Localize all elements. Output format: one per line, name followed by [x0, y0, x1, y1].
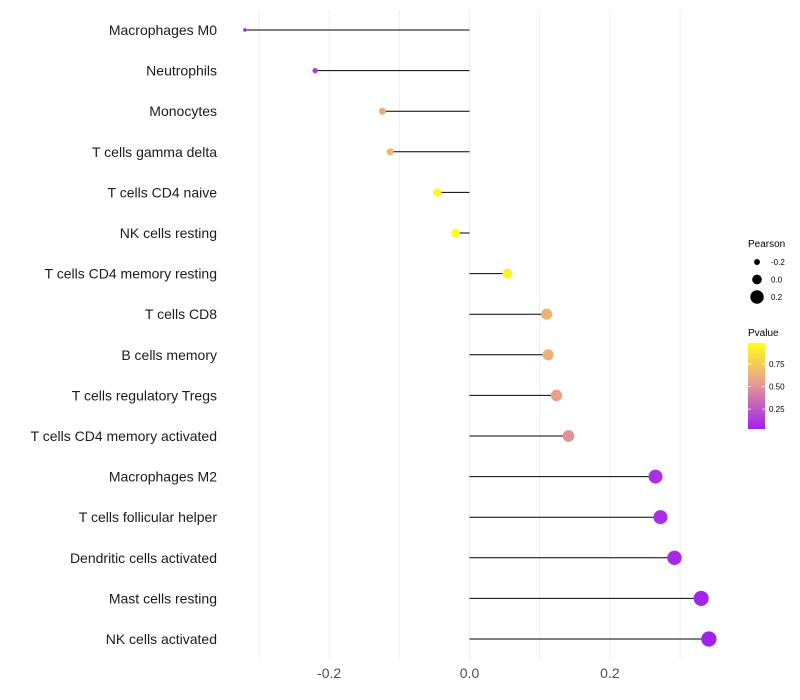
color-legend-title: Pvalue	[748, 328, 779, 339]
x-tick-label: -0.2	[317, 665, 341, 681]
size-legend-key	[752, 274, 762, 285]
color-legend-label: 0.50	[769, 382, 785, 391]
x-axis: -0.2 0.0 0.2	[317, 665, 620, 681]
lollipop-point	[386, 148, 394, 156]
category-label: B cells memory	[121, 347, 217, 363]
lollipop-point	[542, 349, 554, 361]
lollipop-point	[451, 228, 460, 238]
lollipop-point	[562, 430, 575, 442]
lollipop-point	[541, 308, 553, 320]
lollipop-point	[433, 188, 442, 197]
category-label: Macrophages M0	[109, 22, 217, 38]
size-legend-label: 0.2	[771, 293, 783, 302]
category-label: Dendritic cells activated	[70, 550, 217, 566]
category-label: Neutrophils	[146, 63, 217, 79]
category-label: NK cells resting	[120, 225, 217, 241]
x-tick-label: 0.0	[460, 665, 480, 681]
grid-layer	[258, 10, 681, 660]
lollipop-point	[693, 590, 709, 606]
category-label: T cells CD4 memory activated	[31, 428, 217, 444]
point-layer	[243, 28, 717, 647]
lollipop-point	[648, 469, 663, 484]
lollipop-point	[653, 510, 668, 525]
category-labels: Macrophages M0 Neutrophils Monocytes T cell…	[31, 22, 218, 647]
color-legend-label: 0.75	[769, 360, 785, 369]
color-legend-bar	[748, 343, 765, 429]
category-label: T cells regulatory Tregs	[72, 387, 217, 403]
lollipop-point	[550, 389, 563, 402]
lollipop-point	[312, 67, 318, 74]
size-legend-label: -0.2	[771, 258, 785, 267]
lollipop-point	[378, 107, 386, 115]
category-label: T cells gamma delta	[92, 144, 217, 160]
stem-layer	[244, 29, 709, 640]
size-legend-key	[750, 290, 764, 304]
category-label: NK cells activated	[106, 631, 217, 647]
size-legend-label: 0.0	[771, 276, 783, 285]
legend: Pearson -0.2 0.0 0.2 Pvalue 0.75 0.50 0.25	[748, 239, 785, 429]
category-label: T cells CD8	[145, 306, 217, 322]
size-legend-key	[754, 259, 760, 265]
category-label: T cells CD4 naive	[108, 184, 218, 200]
color-legend-label: 0.25	[769, 405, 785, 414]
category-label: Monocytes	[149, 103, 217, 119]
category-label: Mast cells resting	[109, 590, 217, 606]
lollipop-point	[502, 268, 513, 279]
lollipop-point	[243, 28, 247, 32]
size-legend-title: Pearson	[748, 239, 785, 250]
lollipop-point	[667, 550, 682, 566]
x-tick-label: 0.2	[600, 665, 620, 681]
category-label: Macrophages M2	[109, 469, 217, 485]
category-label: T cells follicular helper	[79, 509, 218, 525]
category-label: T cells CD4 memory resting	[45, 266, 217, 282]
lollipop-point	[701, 631, 717, 647]
